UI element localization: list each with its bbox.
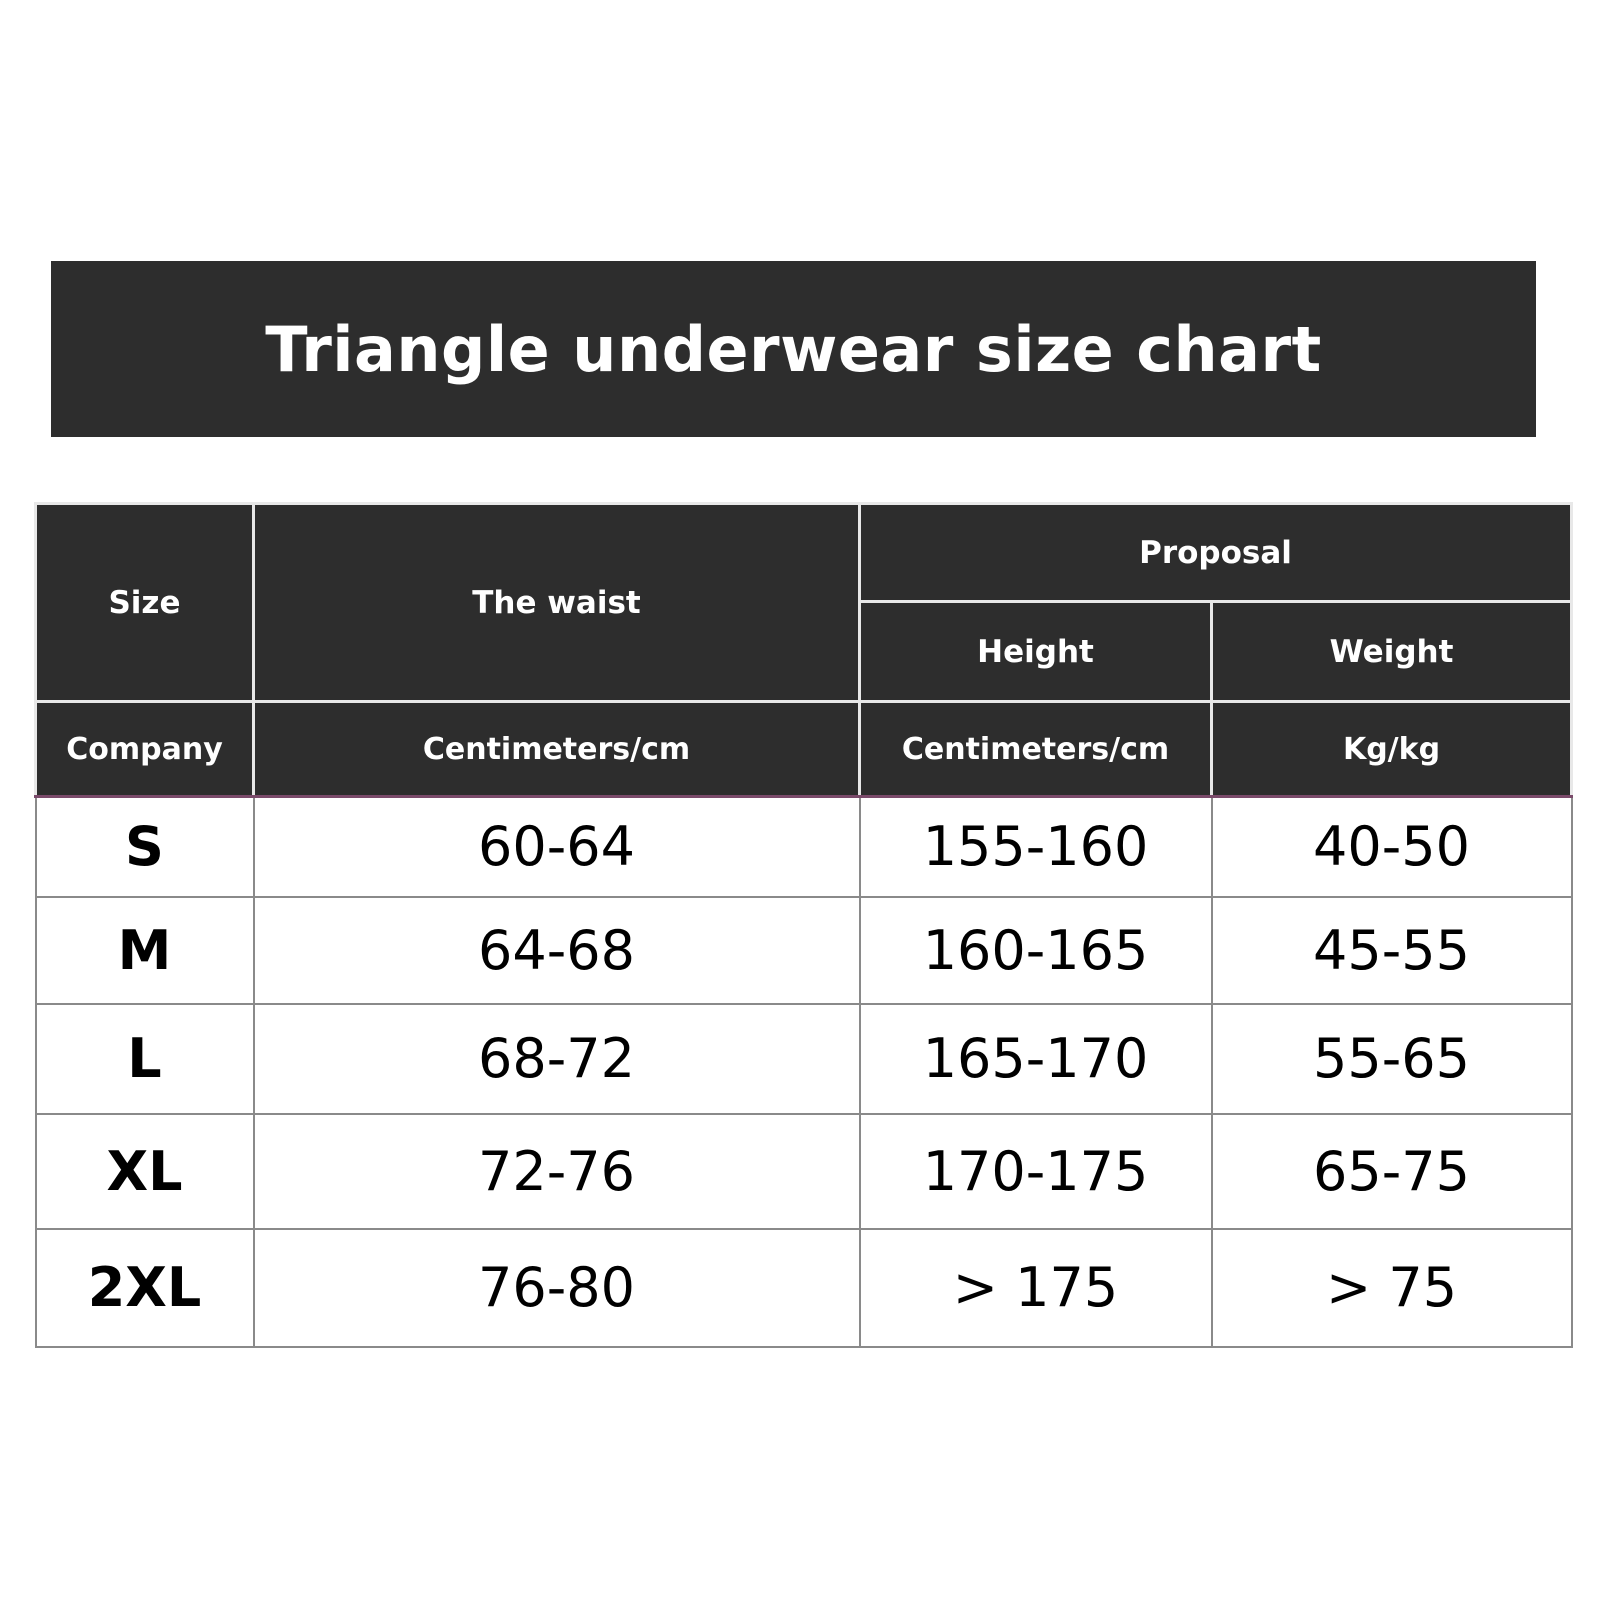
size-chart-table: Size The waist Proposal Height Weight Co… <box>34 502 1574 1348</box>
header-weight: Weight <box>1209 600 1574 703</box>
cell-waist: 76-80 <box>252 1227 861 1348</box>
title-banner: Triangle underwear size chart <box>51 261 1536 437</box>
cell-height: > 175 <box>858 1227 1213 1348</box>
cell-height: 160-165 <box>858 895 1213 1005</box>
cell-size: L <box>34 1002 255 1115</box>
table-row: M 64-68 160-165 45-55 <box>34 895 1573 1005</box>
cell-waist: 64-68 <box>252 895 861 1005</box>
page-title: Triangle underwear size chart <box>265 312 1322 386</box>
cell-size: S <box>34 795 255 898</box>
cell-height: 165-170 <box>858 1002 1213 1115</box>
cell-waist: 60-64 <box>252 795 861 898</box>
header-waist: The waist <box>252 502 861 703</box>
cell-waist: 68-72 <box>252 1002 861 1115</box>
cell-size: XL <box>34 1112 255 1230</box>
weight-unit: Kg/kg <box>1209 700 1574 798</box>
cell-height: 170-175 <box>858 1112 1213 1230</box>
table-row: XL 72-76 170-175 65-75 <box>34 1112 1573 1230</box>
cell-weight: > 75 <box>1210 1227 1573 1348</box>
waist-unit: Centimeters/cm <box>252 700 861 798</box>
cell-weight: 40-50 <box>1210 795 1573 898</box>
table-row: S 60-64 155-160 40-50 <box>34 795 1573 898</box>
header-row: Size The waist Proposal <box>34 502 1574 703</box>
header-height: Height <box>858 600 1213 703</box>
cell-weight: 45-55 <box>1210 895 1573 1005</box>
units-row: Company Centimeters/cm Centimeters/cm Kg… <box>34 700 1574 798</box>
header-size: Size <box>34 502 255 703</box>
cell-weight: 55-65 <box>1210 1002 1573 1115</box>
header-company: Company <box>34 700 255 798</box>
cell-waist: 72-76 <box>252 1112 861 1230</box>
cell-weight: 65-75 <box>1210 1112 1573 1230</box>
header-subrow: Height Weight <box>36 600 1574 703</box>
header-proposal: Proposal <box>857 502 1574 603</box>
cell-size: 2XL <box>34 1227 255 1348</box>
table-row: 2XL 76-80 > 175 > 75 <box>34 1227 1573 1348</box>
table-row: L 68-72 165-170 55-65 <box>34 1002 1573 1115</box>
cell-height: 155-160 <box>858 795 1213 898</box>
height-unit: Centimeters/cm <box>858 700 1213 798</box>
cell-size: M <box>34 895 255 1005</box>
